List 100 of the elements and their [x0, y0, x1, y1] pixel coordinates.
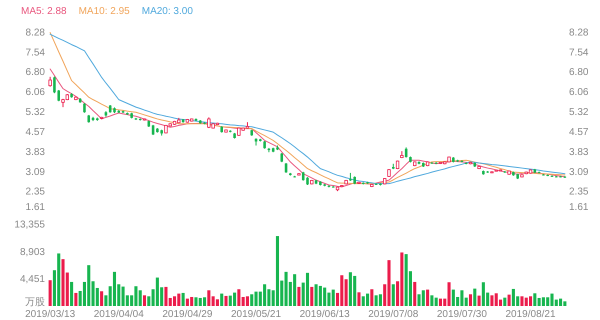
line-series — [50, 68, 566, 188]
y-tick-label: 8,903 — [20, 246, 46, 258]
y-tick-label: 万股 — [25, 297, 45, 308]
y-tick-label: 1.61 — [26, 202, 46, 213]
y2-tick-label: 2.35 — [569, 186, 589, 198]
candlestick — [152, 124, 154, 136]
candlestick — [53, 76, 56, 94]
y2-tick-label: 6.80 — [569, 67, 589, 78]
bar — [172, 296, 176, 306]
bar — [460, 290, 464, 306]
bar — [494, 293, 498, 306]
x-tick-label: 2019/03/13 — [25, 309, 76, 320]
bar — [100, 291, 104, 306]
bar — [323, 288, 326, 306]
bar — [392, 284, 395, 306]
y-tick-label: 5.32 — [26, 106, 46, 118]
bar — [374, 295, 378, 306]
bar — [533, 293, 536, 306]
y-tick-label: 4.57 — [26, 127, 46, 138]
bar — [344, 279, 348, 306]
bar — [482, 282, 485, 306]
y2-tick-label: 8.28 — [569, 28, 589, 38]
y2-tick-label: 4.57 — [569, 127, 589, 138]
bar — [57, 253, 60, 306]
bar — [186, 298, 189, 306]
bar — [112, 272, 116, 306]
bar — [438, 298, 442, 306]
x-tick-label: 2019/06/13 — [300, 309, 350, 320]
bar — [340, 275, 344, 306]
bar — [508, 294, 511, 306]
bar — [332, 290, 335, 306]
candlestick — [207, 116, 211, 129]
y-tick-label: 6.06 — [26, 87, 46, 98]
bar — [220, 294, 224, 306]
bar — [478, 296, 481, 306]
y2-tick-label: 1.61 — [569, 202, 589, 213]
bar — [546, 297, 550, 306]
bar — [310, 286, 314, 306]
bar — [198, 298, 202, 306]
bar — [216, 299, 219, 306]
x-tick-label: 2019/04/29 — [162, 309, 213, 320]
candlestick — [48, 76, 52, 88]
bar — [417, 294, 421, 306]
bar — [520, 296, 524, 306]
candlestick — [284, 162, 288, 174]
bar — [362, 296, 365, 306]
bar — [353, 276, 356, 306]
bar — [357, 292, 361, 306]
bar — [263, 284, 266, 306]
candlestick — [57, 89, 60, 102]
bar — [246, 296, 249, 306]
y-tick-label: 4,451 — [20, 274, 46, 286]
bar — [400, 252, 404, 306]
bar — [370, 289, 374, 306]
y2-tick-label: 6.06 — [569, 87, 589, 98]
y2-tick-label: 3.09 — [569, 166, 589, 178]
bar — [378, 294, 382, 306]
y2-tick-label: 7.54 — [569, 47, 589, 58]
bar — [306, 272, 310, 306]
bar — [74, 292, 78, 306]
y-tick-label: 3.83 — [26, 146, 46, 158]
bar — [413, 282, 416, 306]
bar — [528, 296, 532, 306]
bar — [237, 289, 240, 306]
bar — [348, 272, 352, 306]
bar — [434, 298, 438, 306]
bar — [228, 296, 232, 306]
y-tick-label: 6.80 — [26, 67, 46, 78]
y-tick-label: 2.35 — [26, 186, 46, 198]
y-tick-label: 3.09 — [26, 166, 46, 178]
text: MA5: 2.88 — [21, 6, 68, 17]
bar — [422, 290, 425, 306]
bar — [426, 290, 430, 306]
y-tick-label: 13,355 — [14, 220, 46, 230]
bar — [70, 282, 74, 306]
bar — [318, 286, 322, 306]
x-tick-label: 2019/05/21 — [231, 309, 282, 320]
bar — [430, 295, 434, 306]
bar — [452, 290, 455, 306]
bar — [224, 296, 228, 306]
bar — [48, 280, 52, 306]
bar — [177, 294, 180, 306]
bar — [182, 292, 185, 306]
bar — [550, 294, 554, 306]
bar — [473, 288, 476, 306]
bar — [190, 296, 194, 306]
bar — [542, 297, 545, 306]
bar — [538, 298, 541, 306]
bar — [254, 292, 258, 306]
bar — [142, 295, 146, 306]
x-tick-label: 2019/08/21 — [506, 309, 556, 320]
bar — [404, 254, 408, 306]
candlestick — [83, 102, 86, 114]
bar — [87, 265, 90, 306]
candlestick — [404, 146, 408, 158]
text: MA20: 3.00 — [142, 6, 194, 17]
bar — [138, 290, 142, 306]
text: MA10: 2.95 — [78, 6, 130, 17]
bar — [468, 294, 472, 306]
x-tick-label: 2019/07/08 — [368, 309, 419, 320]
